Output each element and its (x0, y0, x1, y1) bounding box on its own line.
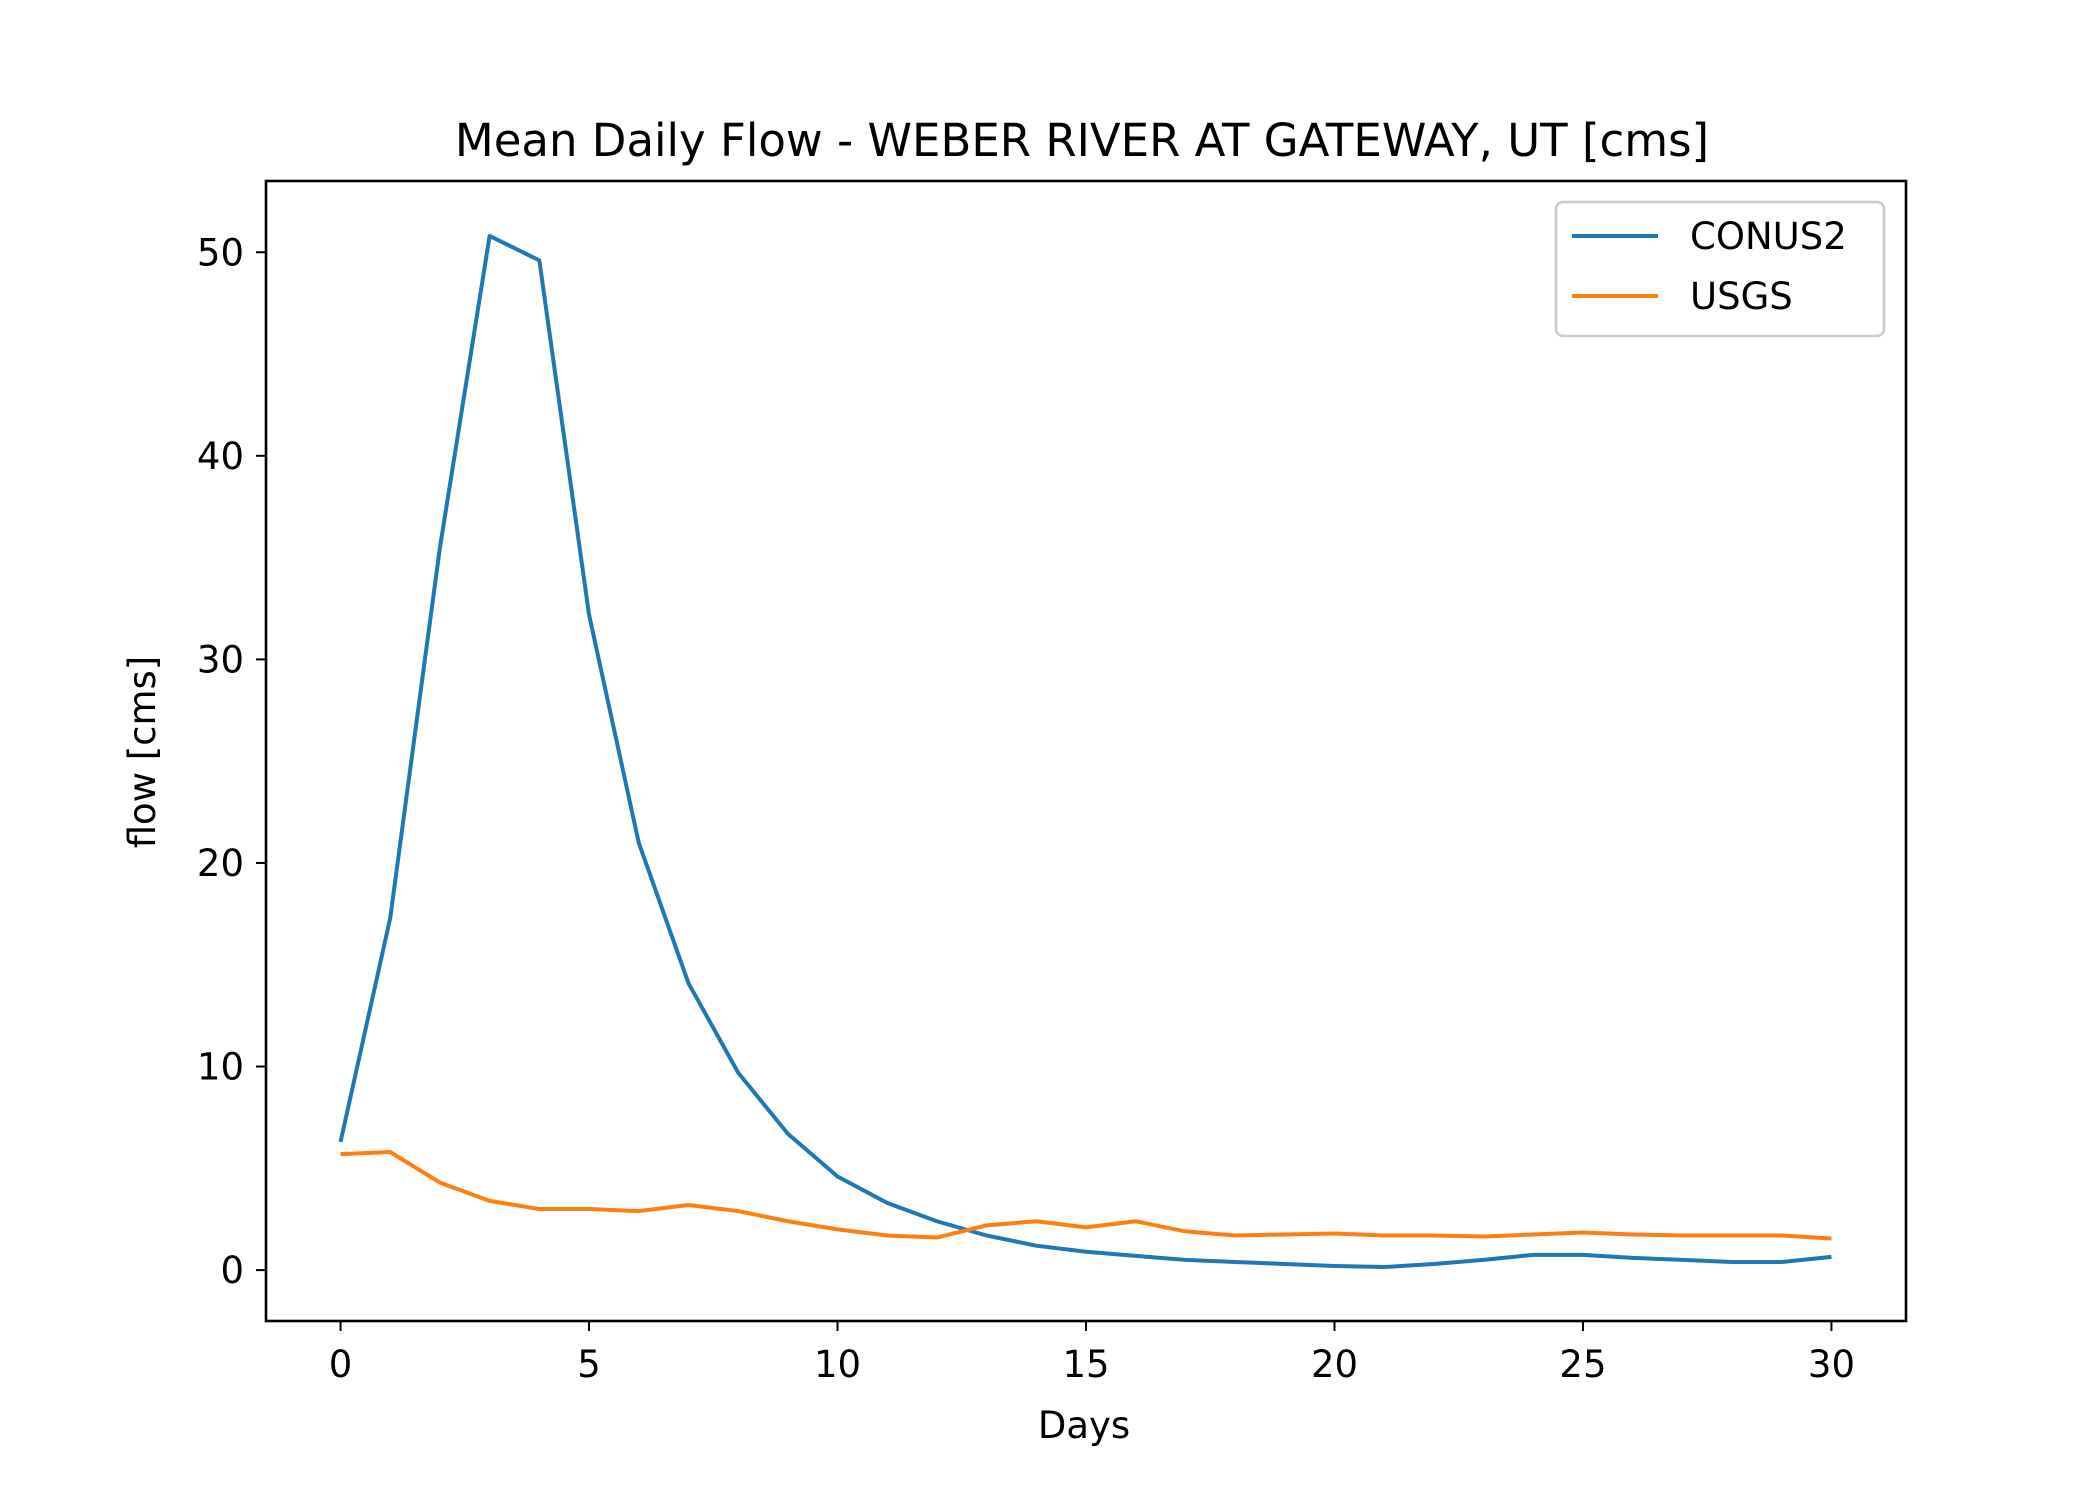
plot-area (266, 181, 1906, 1321)
series-line-usgs (340, 1150, 1832, 1241)
legend: CONUS2 USGS (1554, 200, 1886, 338)
y-axis: 0 10 20 30 40 50 (197, 231, 266, 1292)
y-tick-label: 10 (197, 1046, 244, 1089)
y-tick-label: 30 (197, 638, 244, 681)
x-tick-label: 10 (814, 1343, 861, 1386)
x-tick-label: 5 (577, 1343, 601, 1386)
series-line-conus2 (338, 233, 1832, 1270)
x-tick-label: 20 (1311, 1343, 1358, 1386)
legend-label-usgs: USGS (1690, 275, 1793, 318)
x-tick-label: 25 (1559, 1343, 1606, 1386)
x-axis: 0 5 10 15 20 25 30 (329, 1321, 1855, 1386)
y-tick-label: 0 (220, 1249, 244, 1292)
x-tick-label: 15 (1062, 1343, 1109, 1386)
x-tick-label: 0 (329, 1343, 353, 1386)
x-tick-label: 30 (1808, 1343, 1855, 1386)
legend-label-conus2: CONUS2 (1690, 215, 1847, 258)
chart-title: Mean Daily Flow - WEBER RIVER AT GATEWAY… (455, 114, 1709, 167)
plot-frame (264, 179, 1908, 1323)
x-axis-label: Days (1038, 1404, 1130, 1447)
y-tick-label: 50 (197, 231, 244, 274)
y-axis-label: flow [cms] (121, 656, 164, 849)
y-tick-label: 20 (197, 842, 244, 885)
y-tick-label: 40 (197, 435, 244, 478)
series-lines (338, 233, 1832, 1270)
